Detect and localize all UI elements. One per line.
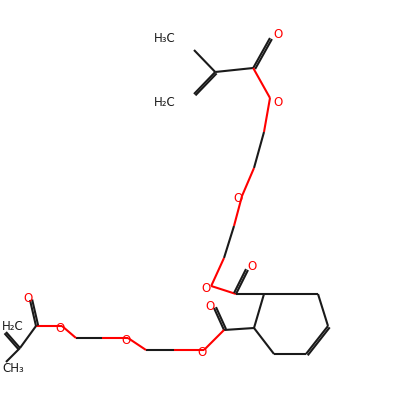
Text: CH₃: CH₃ bbox=[2, 362, 24, 374]
Text: O: O bbox=[247, 260, 257, 272]
Text: O: O bbox=[205, 300, 215, 312]
Text: O: O bbox=[121, 334, 131, 346]
Text: O: O bbox=[233, 192, 243, 204]
Text: O: O bbox=[273, 96, 283, 108]
Text: O: O bbox=[273, 28, 283, 40]
Text: O: O bbox=[55, 322, 65, 334]
Text: H₂C: H₂C bbox=[154, 96, 176, 108]
Text: H₂C: H₂C bbox=[2, 320, 24, 332]
Text: H₃C: H₃C bbox=[154, 32, 176, 44]
Text: O: O bbox=[23, 292, 33, 304]
Text: O: O bbox=[197, 346, 207, 358]
Text: O: O bbox=[201, 282, 211, 295]
